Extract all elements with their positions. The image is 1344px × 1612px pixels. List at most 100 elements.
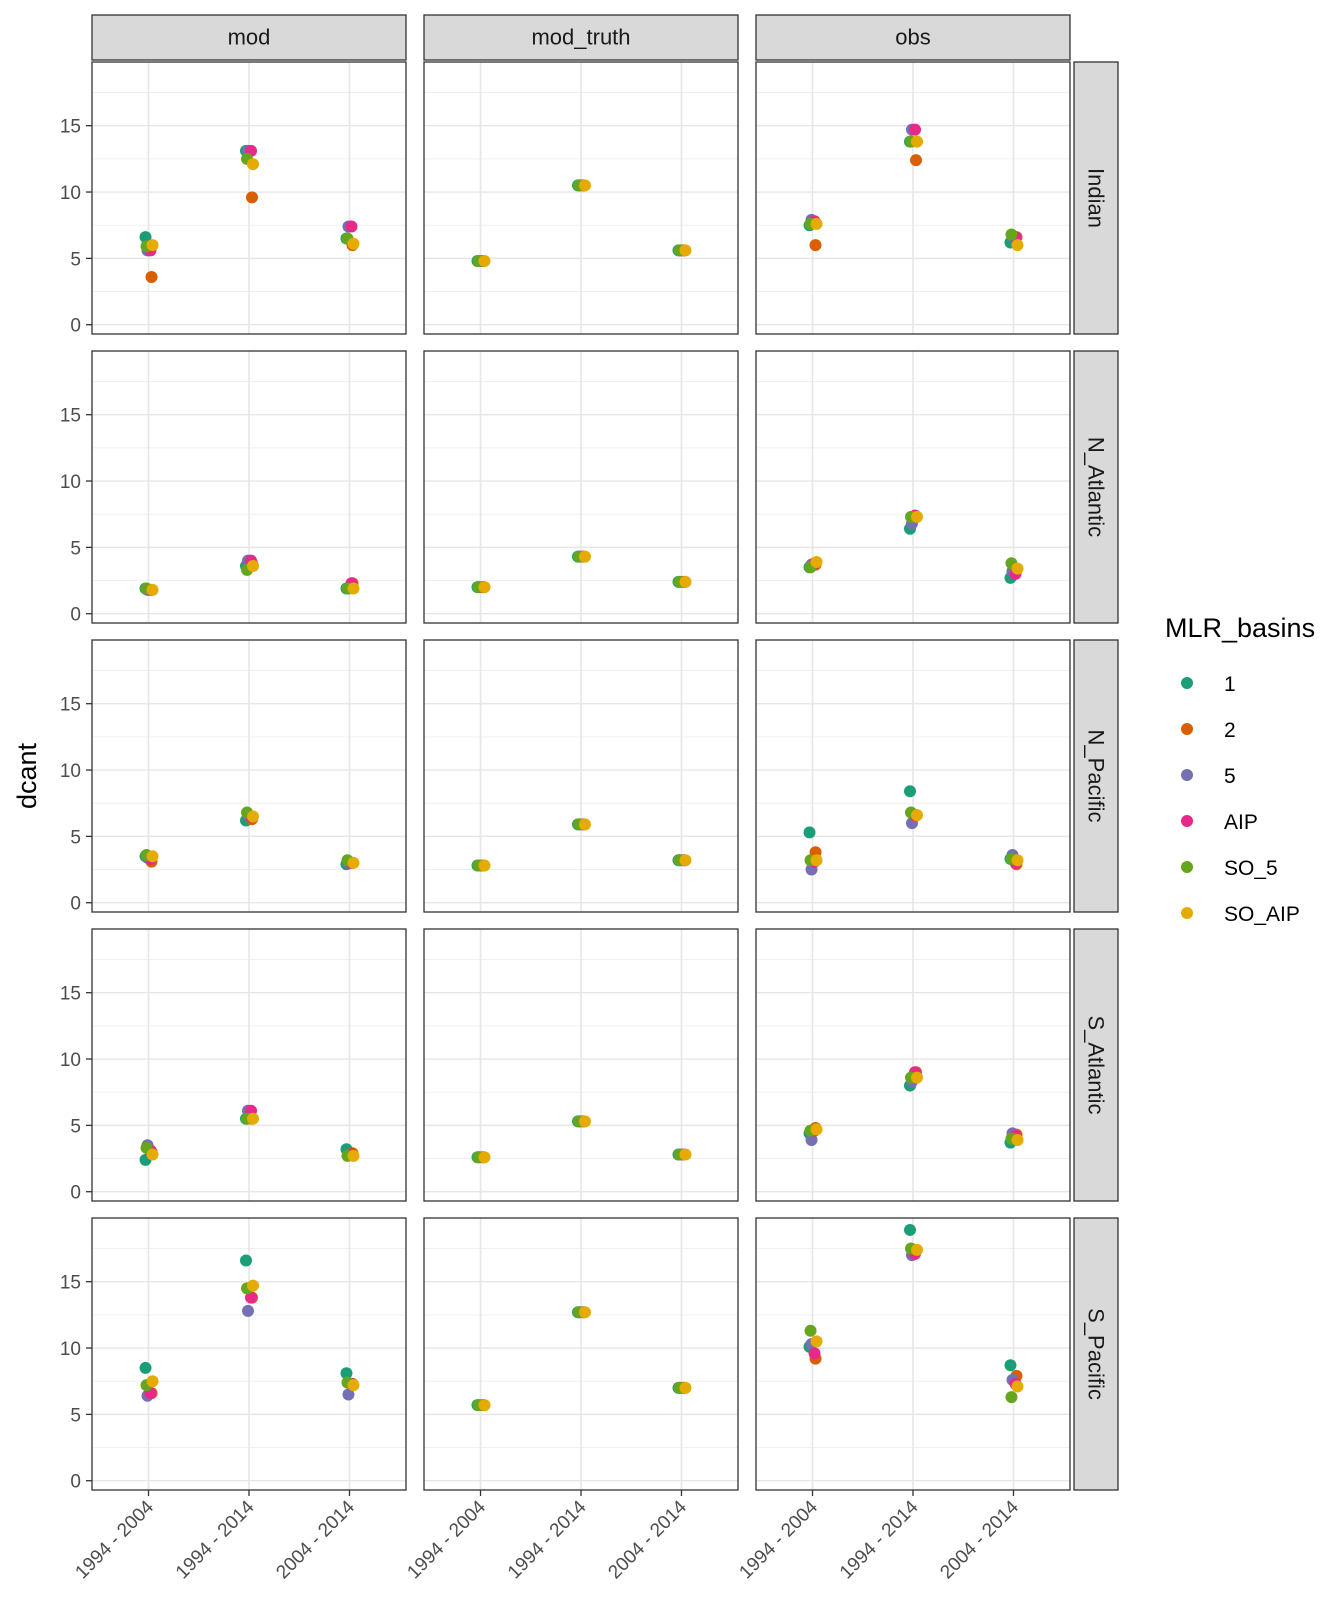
point-SO_AIP-1 (579, 818, 591, 831)
y-tick-label: 0 (70, 894, 81, 915)
point-SO_AIP-0 (146, 1148, 159, 1161)
panel-S_Atlantic-mod (91, 928, 407, 1202)
point-SO_AIP-2 (679, 1381, 692, 1394)
point-SO_5-2 (1005, 228, 1018, 241)
panel-N_Pacific-mod (91, 639, 407, 913)
point-1-1 (240, 1254, 252, 1267)
x-tick-label: 2004 - 2014 (604, 1496, 691, 1583)
y-tick-label: 15 (60, 406, 81, 427)
y-tick-label: 15 (60, 117, 81, 138)
point-SO_AIP-0 (810, 1123, 823, 1136)
y-tick-label: 5 (70, 1116, 81, 1137)
y-tick-label: 15 (60, 1273, 81, 1294)
point-1-0 (803, 826, 816, 839)
point-SO_AIP-2 (347, 1149, 360, 1162)
legend-key-2 (1181, 723, 1193, 735)
panel-N_Atlantic-mod (91, 350, 407, 624)
panel-border (91, 61, 407, 335)
point-AIP-1 (245, 1291, 257, 1304)
point-SO_AIP-2 (1011, 854, 1024, 867)
panel-border (423, 639, 739, 913)
point-2-1 (246, 191, 258, 204)
point-5-2 (342, 1388, 355, 1401)
y-tick-label: 5 (70, 1405, 81, 1426)
facet-label-mod_truth: mod_truth (531, 25, 630, 50)
point-SO_AIP-2 (679, 854, 692, 867)
point-SO_AIP-0 (146, 1375, 159, 1388)
panel-N_Atlantic-obs (755, 350, 1071, 624)
legend-key-SO_5 (1181, 861, 1193, 873)
y-tick-label: 5 (70, 827, 81, 848)
point-SO_AIP-1 (247, 158, 259, 171)
point-SO_AIP-2 (1011, 562, 1024, 575)
point-SO_5-2 (1005, 1391, 1018, 1404)
point-SO_AIP-1 (579, 179, 591, 192)
y-axis-title: dcant (12, 742, 42, 809)
x-tick-label: 1994 - 2014 (504, 1496, 591, 1583)
legend-label-SO_5: SO_5 (1224, 857, 1278, 880)
point-SO_AIP-2 (679, 1148, 692, 1161)
panel-border (755, 61, 1071, 335)
x-tick-label: 2004 - 2014 (936, 1496, 1023, 1583)
legend-key-1 (1181, 677, 1193, 689)
point-1-1 (904, 1223, 916, 1236)
y-tick-label: 15 (60, 984, 81, 1005)
point-SO_AIP-2 (347, 1379, 360, 1392)
y-tick-label: 5 (70, 538, 81, 559)
point-1-2 (1004, 1359, 1017, 1372)
facet-strip-mod (91, 14, 407, 61)
y-tick-label: 0 (70, 316, 81, 337)
y-tick-label: 5 (70, 249, 81, 270)
point-SO_AIP-2 (347, 856, 360, 869)
legend-label-AIP: AIP (1224, 811, 1258, 834)
y-tick-label: 15 (60, 695, 81, 716)
panel-Indian-obs (755, 61, 1071, 335)
legend-key-5 (1181, 769, 1193, 781)
facet-label-Indian: Indian (1084, 168, 1109, 228)
point-SO_AIP-0 (810, 854, 823, 867)
panel-border (423, 350, 739, 624)
panel-S_Pacific-mod_truth (423, 1217, 739, 1491)
point-SO_AIP-2 (347, 237, 360, 250)
x-tick-label: 1994 - 2004 (735, 1496, 822, 1583)
point-1-0 (139, 1361, 152, 1374)
facet-label-N_Pacific: N_Pacific (1084, 730, 1109, 823)
y-tick-label: 10 (60, 1339, 81, 1360)
y-tick-label: 0 (70, 1183, 81, 1204)
point-SO_AIP-1 (911, 1243, 923, 1256)
panel-Indian-mod_truth (423, 61, 739, 335)
point-SO_AIP-1 (579, 1115, 591, 1128)
facet-strip-Indian (1073, 61, 1119, 335)
point-2-1 (910, 154, 922, 167)
y-tick-label: 0 (70, 605, 81, 626)
point-SO_AIP-0 (146, 583, 159, 596)
point-SO_AIP-0 (478, 859, 491, 872)
x-tick-label: 1994 - 2014 (172, 1496, 259, 1583)
point-AIP-0 (808, 1347, 821, 1360)
panel-S_Atlantic-obs (755, 928, 1071, 1202)
point-SO_AIP-0 (478, 581, 491, 594)
legend-label-SO_AIP: SO_AIP (1224, 903, 1300, 926)
point-SO_AIP-0 (478, 1151, 491, 1164)
x-tick-label: 1994 - 2004 (71, 1496, 158, 1583)
panel-S_Atlantic-mod_truth (423, 928, 739, 1202)
point-SO_5-0 (804, 1324, 817, 1337)
y-tick-label: 10 (60, 761, 81, 782)
facet-strip-obs (755, 14, 1071, 61)
point-SO_AIP-1 (579, 1306, 591, 1319)
panel-border (91, 350, 407, 624)
point-SO_AIP-1 (911, 510, 923, 523)
x-tick-label: 2004 - 2014 (272, 1496, 359, 1583)
point-SO_AIP-1 (247, 1279, 259, 1292)
panel-N_Atlantic-mod_truth (423, 350, 739, 624)
point-SO_AIP-1 (579, 550, 591, 563)
panel-border (755, 350, 1071, 624)
x-tick-label: 1994 - 2004 (403, 1496, 490, 1583)
point-SO_AIP-2 (679, 244, 692, 257)
facet-strip-S_Atlantic (1073, 928, 1119, 1202)
y-tick-label: 10 (60, 472, 81, 493)
point-SO_AIP-1 (911, 809, 923, 822)
legend-label-1: 1 (1224, 673, 1236, 696)
facet-label-obs: obs (895, 25, 930, 50)
point-SO_AIP-2 (1011, 1380, 1024, 1393)
